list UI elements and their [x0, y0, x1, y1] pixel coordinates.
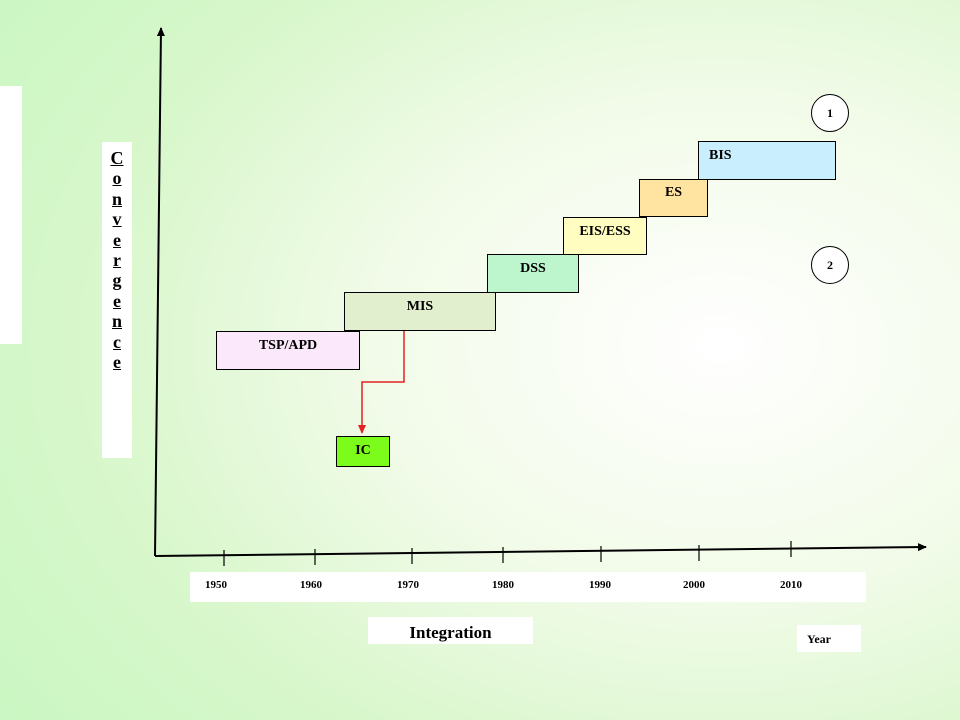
marker-circle-2: 2 [811, 246, 849, 284]
marker-circle-1: 1 [811, 94, 849, 132]
stage-box-eis-ess: EIS/ESS [563, 217, 647, 255]
stage-label: MIS [406, 299, 434, 314]
stage-label: ES [664, 185, 683, 200]
stage-label: DSS [520, 261, 546, 276]
x-axis-line [154, 543, 927, 557]
convergence-letter: n [111, 188, 122, 209]
convergence-letter: n [111, 311, 122, 332]
stage-label: BIS [709, 148, 732, 163]
stage-box-dss: DSS [487, 254, 579, 293]
year-label: 1950 [205, 579, 227, 591]
year-label-band [190, 572, 866, 602]
year-label: 1960 [300, 579, 322, 591]
ic-label: IC [355, 443, 371, 458]
year-axis-caption: Year [797, 625, 861, 652]
circle-number: 2 [827, 257, 833, 272]
year-label: 1970 [397, 579, 419, 591]
convergence-letter: c [113, 331, 121, 352]
stage-box-bis: BIS [698, 141, 836, 180]
year-label: 2010 [780, 579, 802, 591]
convergence-letter: v [112, 209, 122, 230]
left-edge-panel [0, 86, 22, 344]
circle-number: 1 [827, 105, 833, 120]
y-axis-line [154, 27, 165, 557]
mis-to-ic-connector [358, 331, 405, 434]
convergence-letter: r [113, 250, 121, 271]
stage-box-mis: MIS [344, 292, 496, 331]
year-label: 1990 [589, 579, 611, 591]
convergence-letter: C [110, 148, 124, 168]
year-label: 2000 [683, 579, 705, 591]
integration-axis-label: Integration [368, 617, 533, 644]
year-label: 1980 [492, 579, 514, 591]
stage-label: TSP/APD [258, 338, 318, 353]
convergence-letter: e [113, 290, 121, 311]
convergence-letter: o [112, 168, 122, 189]
convergence-letter: e [113, 352, 121, 373]
stage-box-tsp-apd: TSP/APD [216, 331, 360, 370]
stage-box-es: ES [639, 179, 708, 217]
ic-box: IC [336, 436, 390, 467]
stage-label: EIS/ESS [579, 224, 631, 239]
convergence-letter: e [113, 229, 121, 250]
convergence-letter: g [112, 270, 122, 291]
